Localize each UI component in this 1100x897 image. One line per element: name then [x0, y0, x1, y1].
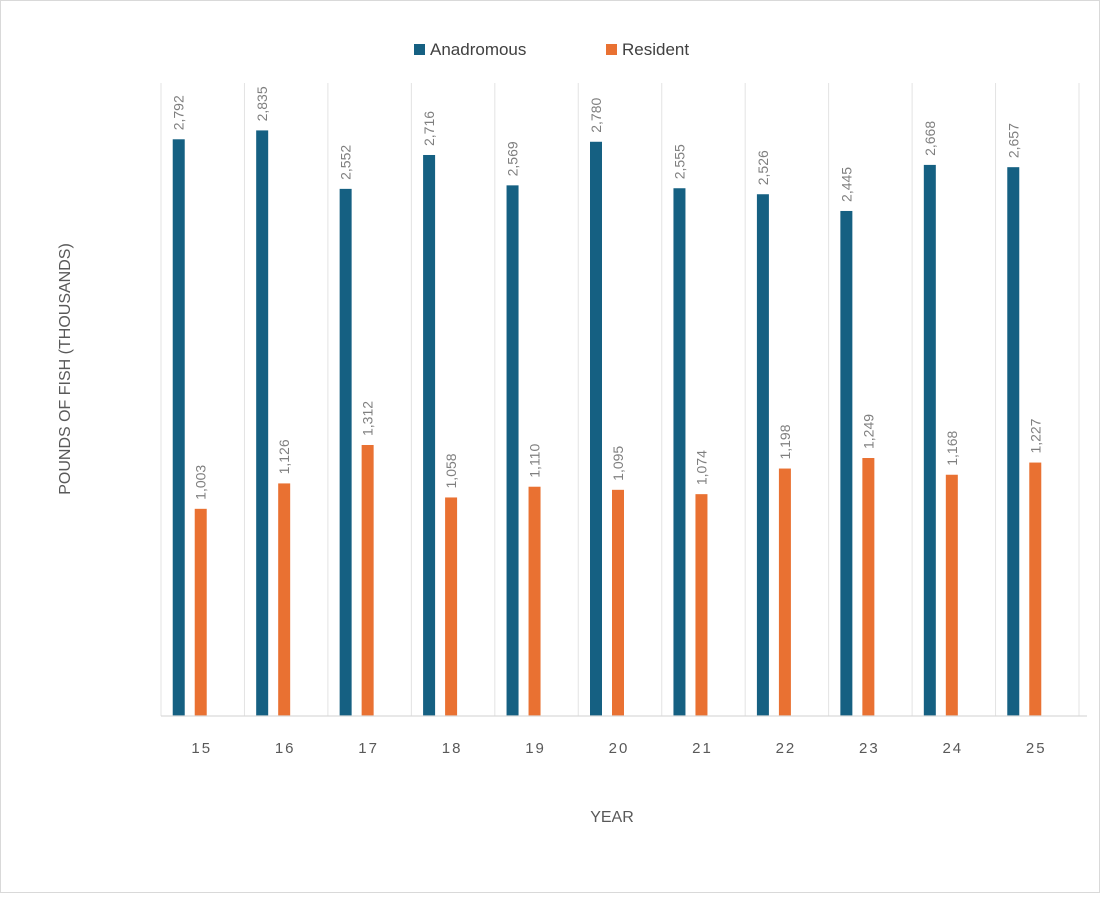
data-label-anadromous-19: 2,569	[505, 141, 521, 176]
data-label-anadromous-21: 2,555	[671, 144, 687, 179]
x-axis-title: YEAR	[590, 809, 634, 826]
bar-anadromous-23	[840, 210, 853, 716]
bar-resident-17	[361, 444, 374, 716]
data-label-anadromous-25: 2,657	[1005, 123, 1021, 158]
data-label-resident-19: 1,110	[527, 444, 543, 478]
bar-anadromous-22	[756, 194, 769, 716]
bar-anadromous-15	[172, 139, 185, 716]
bar-resident-16	[278, 483, 291, 716]
bar-resident-20	[612, 489, 624, 716]
data-label-anadromous-23: 2,445	[838, 167, 854, 202]
bar-resident-21	[695, 494, 708, 716]
bar-resident-22	[778, 468, 791, 716]
x-tick-label-24: 24	[942, 740, 963, 757]
x-tick-label-23: 23	[859, 740, 880, 757]
bar-resident-15	[194, 508, 207, 716]
bar-resident-18	[445, 497, 458, 716]
bar-resident-25	[1029, 462, 1042, 716]
x-tick-label-21: 21	[692, 740, 713, 757]
data-label-anadromous-20: 2,780	[588, 98, 604, 133]
data-label-resident-22: 1,198	[777, 424, 793, 459]
data-label-anadromous-15: 2,792	[171, 95, 187, 130]
x-axis-ticks: 15 16 17 18 19 20 21 22 23 24 25	[191, 740, 1047, 757]
data-label-resident-23: 1,249	[860, 414, 876, 449]
x-tick-label-20: 20	[609, 740, 630, 757]
x-tick-label-15: 15	[191, 740, 212, 757]
bar-resident-23	[862, 458, 875, 716]
legend-label-resident: Resident	[622, 40, 689, 59]
y-axis-title: POUNDS OF FISH (THOUSANDS)	[57, 243, 74, 495]
data-label-resident-25: 1,227	[1027, 418, 1043, 453]
data-label-resident-24: 1,168	[944, 430, 960, 465]
data-label-resident-18: 1,058	[443, 453, 459, 488]
legend: Anadromous Resident	[414, 40, 689, 59]
legend-swatch-resident	[606, 44, 617, 55]
data-label-anadromous-24: 2,668	[922, 121, 938, 156]
data-label-resident-20: 1,095	[610, 446, 626, 481]
x-tick-label-25: 25	[1026, 740, 1047, 757]
bar-anadromous-17	[339, 188, 352, 716]
bar-anadromous-25	[1007, 167, 1020, 716]
data-label-resident-16: 1,126	[276, 439, 292, 474]
data-label-anadromous-22: 2,526	[755, 150, 771, 185]
x-tick-label-17: 17	[358, 740, 379, 757]
data-label-resident-15: 1,003	[193, 465, 209, 500]
bar-anadromous-21	[673, 188, 686, 716]
x-tick-label-18: 18	[442, 740, 463, 757]
bar-resident-24	[945, 474, 958, 716]
data-label-anadromous-16: 2,835	[254, 86, 270, 121]
bar-anadromous-20	[590, 141, 602, 716]
bar-anadromous-19	[506, 185, 519, 716]
bar-anadromous-24	[923, 164, 936, 717]
legend-swatch-anadromous	[414, 44, 425, 55]
x-tick-label-19: 19	[525, 740, 546, 757]
data-label-anadromous-18: 2,716	[421, 111, 437, 146]
x-tick-label-16: 16	[275, 740, 296, 757]
legend-label-anadromous: Anadromous	[430, 40, 526, 59]
bars	[172, 130, 1042, 717]
data-label-anadromous-17: 2,552	[338, 145, 354, 180]
bar-resident-19	[528, 486, 541, 716]
data-label-resident-21: 1,074	[693, 450, 709, 485]
x-tick-label-22: 22	[776, 740, 797, 757]
data-labels: 2,792 1,003 2,835 1,126 2,552 1,312 2,716 1,058…	[171, 86, 1044, 500]
bar-anadromous-18	[423, 154, 436, 716]
bar-anadromous-16	[256, 130, 269, 716]
gridlines	[160, 83, 1080, 716]
data-label-resident-17: 1,312	[360, 401, 376, 436]
